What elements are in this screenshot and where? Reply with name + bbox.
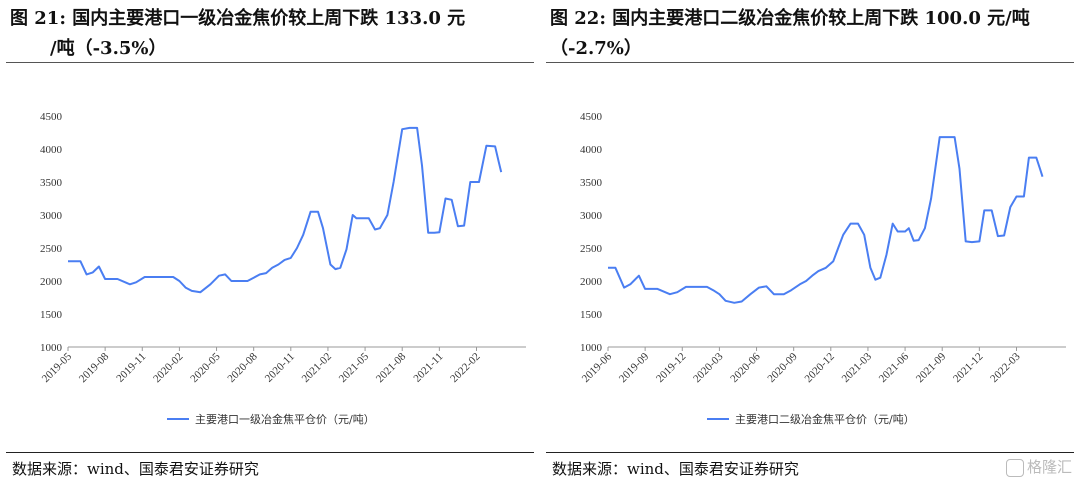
series-line bbox=[68, 126, 503, 294]
y-tick-label: 3500 bbox=[40, 177, 63, 189]
y-tick-label: 3000 bbox=[580, 210, 603, 222]
watermark-logo-icon bbox=[1005, 458, 1024, 477]
legend-label: 主要港口一级冶金焦平仓价（元/吨） bbox=[195, 412, 375, 426]
legend-label: 主要港口二级冶金焦平仓价（元/吨） bbox=[735, 412, 915, 426]
figure-title: 图 22: 国内主要港口二级冶金焦价较上周下跌 100.0 元/吨 （-2.7%… bbox=[550, 4, 1065, 64]
x-tick-label: 2020-05 bbox=[188, 350, 223, 385]
y-tick-label: 2000 bbox=[40, 276, 63, 288]
x-tick-label: 2020-08 bbox=[225, 350, 260, 385]
x-tick-label: 2019-09 bbox=[617, 350, 652, 385]
x-tick-label: 2021-12 bbox=[951, 351, 985, 385]
title-divider bbox=[546, 62, 1074, 63]
chart-panel-left: 图 21: 国内主要港口一级冶金焦价较上周下跌 133.0 元 /吨（-3.5%… bbox=[6, 0, 534, 485]
x-tick-label: 2021-06 bbox=[877, 350, 912, 385]
y-tick-label: 1000 bbox=[40, 342, 63, 354]
y-tick-label: 1000 bbox=[580, 342, 603, 354]
x-tick-label: 2020-11 bbox=[263, 351, 297, 385]
y-tick-label: 3500 bbox=[580, 177, 603, 189]
figure-title-line2: （-2.7%） bbox=[550, 38, 642, 59]
x-tick-label: 2020-03 bbox=[691, 350, 726, 385]
x-tick-label: 2022-02 bbox=[448, 351, 482, 385]
title-divider bbox=[6, 62, 534, 63]
x-tick-label: 2021-03 bbox=[840, 350, 875, 385]
series-line bbox=[608, 136, 1044, 304]
x-tick-label: 2021-02 bbox=[300, 351, 334, 385]
y-tick-label: 4000 bbox=[40, 144, 63, 156]
watermark-text: 格隆汇 bbox=[1026, 458, 1072, 476]
x-tick-label: 2021-11 bbox=[411, 351, 445, 385]
source-divider bbox=[546, 452, 1074, 453]
y-tick-label: 1500 bbox=[40, 309, 63, 321]
x-tick-label: 2020-06 bbox=[728, 350, 763, 385]
figure-title-line1: 图 22: 国内主要港口二级冶金焦价较上周下跌 100.0 元/吨 bbox=[550, 8, 1030, 29]
x-tick-label: 2021-05 bbox=[337, 350, 372, 385]
source-divider bbox=[6, 452, 534, 453]
x-tick-label: 2019-12 bbox=[654, 351, 688, 385]
x-tick-label: 2022-03 bbox=[988, 350, 1023, 385]
chart-panel-right: 图 22: 国内主要港口二级冶金焦价较上周下跌 100.0 元/吨 （-2.7%… bbox=[546, 0, 1074, 485]
y-tick-label: 4500 bbox=[580, 111, 603, 123]
y-tick-label: 3000 bbox=[40, 210, 63, 222]
x-tick-label: 2021-09 bbox=[914, 350, 949, 385]
data-source: 数据来源：wind、国泰君安证券研究 bbox=[12, 460, 259, 478]
x-tick-label: 2021-08 bbox=[374, 350, 409, 385]
watermark: 格隆汇 bbox=[1005, 456, 1072, 477]
data-source: 数据来源：wind、国泰君安证券研究 bbox=[552, 460, 799, 478]
figure-title: 图 21: 国内主要港口一级冶金焦价较上周下跌 133.0 元 /吨（-3.5%… bbox=[10, 4, 525, 64]
y-tick-label: 1500 bbox=[580, 309, 603, 321]
x-tick-label: 2019-06 bbox=[580, 350, 615, 385]
figure-title-line2: /吨（-3.5%） bbox=[50, 38, 167, 59]
x-tick-label: 2020-12 bbox=[803, 351, 837, 385]
y-tick-label: 2500 bbox=[580, 243, 603, 255]
y-tick-label: 2000 bbox=[580, 276, 603, 288]
x-tick-label: 2020-02 bbox=[151, 351, 185, 385]
x-tick-label: 2020-09 bbox=[765, 350, 800, 385]
y-tick-label: 4000 bbox=[580, 144, 603, 156]
figure-title-line1: 图 21: 国内主要港口一级冶金焦价较上周下跌 133.0 元 bbox=[10, 8, 466, 29]
x-tick-label: 2019-08 bbox=[77, 350, 112, 385]
y-tick-label: 4500 bbox=[40, 111, 63, 123]
x-tick-label: 2019-11 bbox=[114, 351, 148, 385]
x-tick-label: 2019-05 bbox=[40, 350, 75, 385]
y-tick-label: 2500 bbox=[40, 243, 63, 255]
